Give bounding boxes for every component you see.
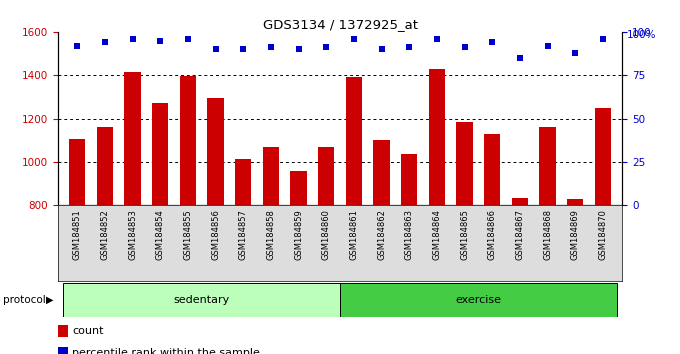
Point	[376, 46, 387, 52]
Bar	[180, 76, 196, 354]
Text: GSM184856: GSM184856	[211, 209, 220, 260]
Bar	[69, 139, 86, 354]
Bar	[340, 283, 617, 317]
Text: ▶: ▶	[46, 295, 54, 305]
Bar	[58, 347, 68, 354]
Text: GSM184862: GSM184862	[377, 209, 386, 260]
Bar	[207, 98, 224, 354]
Point	[514, 55, 525, 61]
Text: GSM184853: GSM184853	[128, 209, 137, 260]
Bar	[235, 159, 252, 354]
Text: exercise: exercise	[456, 295, 501, 305]
Bar	[345, 78, 362, 354]
Point	[210, 46, 221, 52]
Bar	[401, 154, 418, 354]
Bar	[594, 108, 611, 354]
Bar	[262, 147, 279, 354]
Point	[71, 43, 82, 48]
Text: GSM184852: GSM184852	[101, 209, 109, 260]
Point	[182, 36, 193, 42]
Point	[348, 36, 359, 42]
Point	[487, 39, 498, 45]
Text: 100%: 100%	[626, 30, 656, 40]
Text: GSM184859: GSM184859	[294, 209, 303, 260]
Point	[431, 36, 442, 42]
Point	[293, 46, 304, 52]
Text: GSM184854: GSM184854	[156, 209, 165, 260]
Text: GSM184858: GSM184858	[267, 209, 275, 260]
Point	[542, 43, 553, 48]
Text: GSM184857: GSM184857	[239, 209, 248, 260]
Text: GSM184863: GSM184863	[405, 209, 413, 260]
Bar	[511, 198, 528, 354]
Point	[99, 39, 110, 45]
Bar	[124, 72, 141, 354]
Point	[321, 45, 332, 50]
Bar	[290, 171, 307, 354]
Text: GSM184866: GSM184866	[488, 209, 496, 260]
Point	[404, 45, 415, 50]
Text: protocol: protocol	[3, 295, 46, 305]
Text: GSM184870: GSM184870	[598, 209, 607, 260]
Bar	[97, 127, 113, 354]
Text: GSM184865: GSM184865	[460, 209, 469, 260]
Point	[570, 50, 581, 56]
Bar	[484, 134, 500, 354]
Point	[265, 45, 276, 50]
Bar	[58, 325, 68, 337]
Text: GSM184864: GSM184864	[432, 209, 441, 260]
Point	[155, 38, 166, 44]
Text: percentile rank within the sample: percentile rank within the sample	[72, 348, 260, 354]
Bar	[428, 69, 445, 354]
Text: GSM184855: GSM184855	[184, 209, 192, 260]
Bar	[567, 199, 583, 354]
Text: GSM184868: GSM184868	[543, 209, 552, 260]
Bar	[539, 127, 556, 354]
Text: sedentary: sedentary	[173, 295, 230, 305]
Bar	[373, 140, 390, 354]
Point	[127, 36, 138, 42]
Text: GSM184851: GSM184851	[73, 209, 82, 260]
Point	[238, 46, 249, 52]
Text: GSM184860: GSM184860	[322, 209, 330, 260]
Bar	[318, 147, 335, 354]
Point	[459, 45, 470, 50]
Text: GSM184867: GSM184867	[515, 209, 524, 260]
Title: GDS3134 / 1372925_at: GDS3134 / 1372925_at	[262, 18, 418, 31]
Bar	[456, 122, 473, 354]
Text: GSM184861: GSM184861	[350, 209, 358, 260]
Point	[598, 36, 609, 42]
Text: count: count	[72, 326, 103, 336]
Text: GSM184869: GSM184869	[571, 209, 579, 260]
Bar	[63, 283, 340, 317]
Bar	[152, 103, 169, 354]
